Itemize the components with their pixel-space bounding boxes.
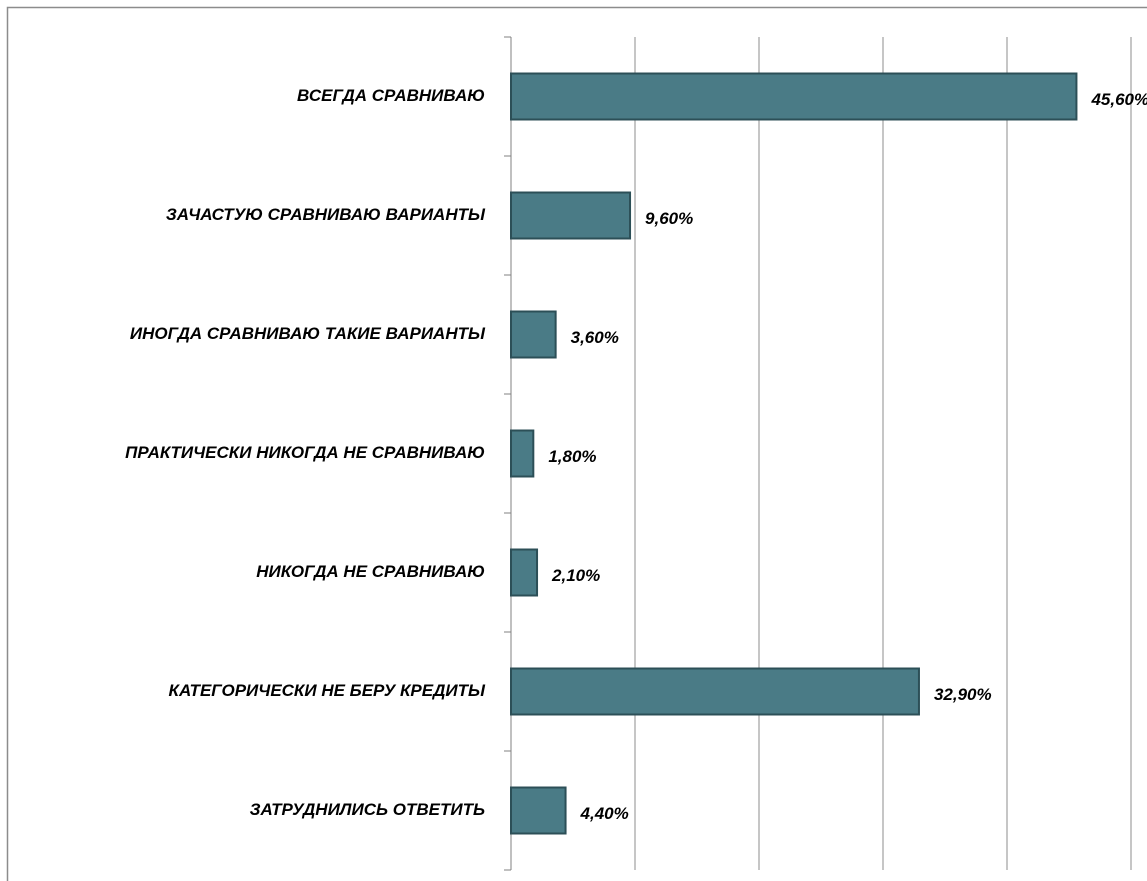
bar <box>510 310 557 359</box>
data-label: 4,40% <box>580 804 629 823</box>
bar <box>510 429 535 478</box>
y-tick-label: ЗАЧАСТУЮ СРАВНИВАЮ ВАРИАНТЫ <box>166 205 486 224</box>
data-label: 3,60% <box>571 328 619 347</box>
data-label: 2,10% <box>551 566 600 585</box>
y-tick-label: КАТЕГОРИЧЕСКИ НЕ БЕРУ КРЕДИТЫ <box>169 681 486 700</box>
y-tick-label: ИНОГДА СРАВНИВАЮ ТАКИЕ ВАРИАНТЫ <box>130 324 486 343</box>
bar <box>510 786 567 835</box>
chart-border <box>6 6 1147 881</box>
data-label: 1,80% <box>548 447 596 466</box>
y-tick-label: НИКОГДА НЕ СРАВНИВАЮ <box>256 562 485 581</box>
bar <box>510 548 539 597</box>
bar <box>510 191 632 240</box>
bar <box>510 72 1078 121</box>
data-label: 45,60% <box>1090 90 1147 109</box>
y-tick-label: ЗАТРУДНИЛИСЬ ОТВЕТИТЬ <box>250 800 485 819</box>
y-tick-label: ПРАКТИЧЕСКИ НИКОГДА НЕ СРАВНИВАЮ <box>125 443 485 462</box>
data-label: 9,60% <box>645 209 693 228</box>
data-label: 32,90% <box>934 685 992 704</box>
y-tick-label: ВСЕГДА СРАВНИВАЮ <box>297 86 485 105</box>
bar <box>510 667 920 716</box>
